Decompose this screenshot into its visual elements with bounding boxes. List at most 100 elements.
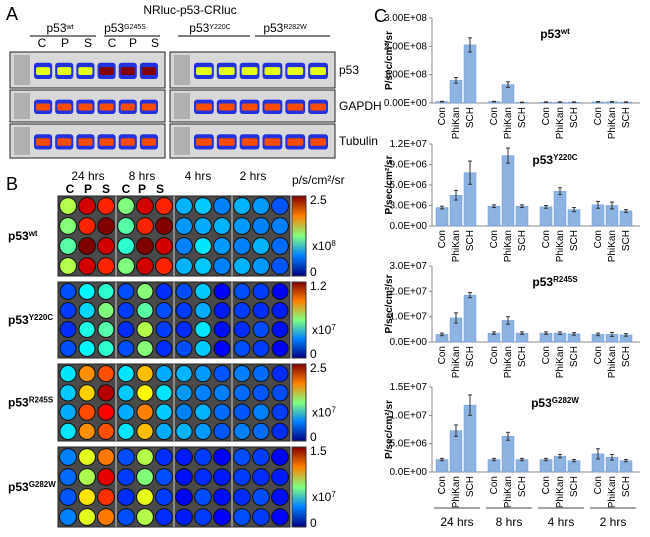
condition-label: C (108, 36, 117, 50)
well (155, 508, 173, 526)
colorbar-multiplier: x108 (312, 239, 336, 254)
well (271, 403, 289, 421)
x-tick-label: SCH (517, 230, 528, 251)
well (233, 508, 251, 526)
x-tick-label: SCH (465, 107, 476, 128)
well (194, 237, 212, 255)
colorbar-multiplier-base: x10 (312, 239, 332, 253)
bar (463, 44, 477, 104)
blot-band-inner (120, 103, 135, 111)
well (155, 403, 173, 421)
well (271, 508, 289, 526)
blot-band-inner (287, 138, 304, 146)
well (97, 302, 115, 319)
well (59, 384, 77, 402)
well (194, 217, 212, 235)
row-label-sup: Y220C (29, 313, 54, 322)
condition-label: C (122, 182, 131, 196)
row-label: p53G282W (8, 480, 56, 495)
well (136, 302, 154, 319)
colorbar-multiplier-sup: 7 (331, 490, 336, 499)
bar (567, 460, 581, 473)
well (194, 340, 212, 357)
well (194, 488, 212, 506)
well (59, 488, 77, 506)
well (97, 197, 115, 215)
well (155, 217, 173, 235)
blot-band-inner (218, 67, 235, 76)
well (59, 257, 77, 275)
colorbar-min: 0 (310, 516, 317, 530)
blot-band-inner (99, 67, 114, 76)
well (213, 302, 231, 319)
well (155, 283, 173, 300)
bar (449, 430, 463, 473)
x-tick-label: SCH (517, 107, 528, 128)
well (175, 508, 193, 526)
well (59, 302, 77, 319)
row-label-sup: R245S (29, 395, 54, 404)
well (117, 508, 135, 526)
well (233, 283, 251, 300)
x-tick-label: SCH (517, 476, 528, 497)
blot-band-inner (218, 138, 235, 146)
ladder (14, 93, 30, 119)
well (155, 257, 173, 275)
well (213, 217, 231, 235)
well (175, 403, 193, 421)
well (136, 217, 154, 235)
chart-title-base: p53 (532, 153, 553, 167)
well (78, 488, 96, 506)
well (78, 384, 96, 402)
well (59, 403, 77, 421)
chart-title-base: p53 (531, 396, 552, 410)
well (136, 237, 154, 255)
y-tick-label: 2.00E+08 (384, 41, 428, 52)
well (213, 283, 231, 300)
well (59, 321, 77, 338)
y-tick-label: 3.0E+06 (389, 201, 427, 212)
well (175, 340, 193, 357)
well (155, 237, 173, 255)
row-label: p53R245S (8, 395, 54, 410)
blot-label: GAPDH (339, 99, 382, 113)
x-tick-label: SCH (621, 476, 632, 497)
x-tick-label: PhiKan (607, 230, 618, 262)
well (117, 403, 135, 421)
bar (515, 459, 529, 473)
x-tick-label: PhiKan (555, 346, 566, 378)
well (213, 365, 231, 383)
blot-band-inner (120, 138, 135, 146)
lane-label-base: p53 (104, 21, 124, 35)
y-tick-label: 3.00E+08 (384, 13, 428, 24)
well (175, 365, 193, 383)
x-tick-label: Con (489, 107, 500, 125)
colorbar-multiplier-base: x10 (312, 490, 332, 504)
well (97, 448, 115, 466)
colorbar-max: 2.5 (310, 193, 327, 207)
well (175, 448, 193, 466)
well (117, 302, 135, 319)
well (271, 488, 289, 506)
well (117, 340, 135, 357)
colorbar-multiplier: x107 (312, 323, 336, 338)
panel-title: NRluc-p53-CRluc (143, 3, 236, 17)
ladder (14, 127, 30, 155)
blot-band-inner (141, 67, 156, 76)
well (194, 384, 212, 402)
ladder (174, 93, 190, 119)
colorbar-multiplier: x107 (312, 405, 336, 420)
well (233, 384, 251, 402)
well (271, 448, 289, 466)
y-axis-label: P/sec/cm²/sr (384, 400, 395, 459)
colorbar (291, 363, 307, 442)
unit-label: p/s/cm²/sr (292, 173, 345, 187)
x-tick-label: Con (593, 107, 604, 125)
x-tick-label: PhiKan (451, 107, 462, 139)
well (194, 283, 212, 300)
well (136, 340, 154, 357)
well (97, 422, 115, 440)
well (136, 365, 154, 383)
colorbar-multiplier-base: x10 (312, 323, 332, 337)
well (213, 321, 231, 338)
